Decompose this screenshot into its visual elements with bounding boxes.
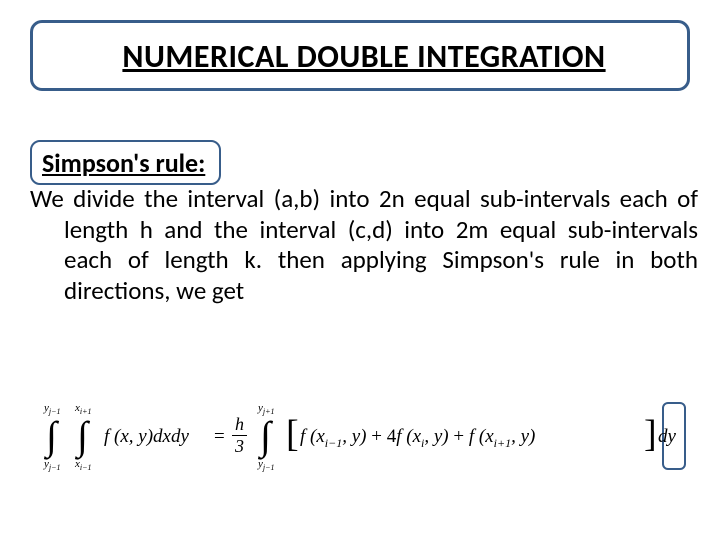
rhs-lower-limit: yj−1: [258, 458, 275, 472]
outer-lower-limit: yj−1: [44, 458, 61, 472]
title-box: NUMERICAL DOUBLE INTEGRATION: [30, 20, 690, 91]
equals-sign: =: [214, 426, 225, 448]
inner-integral-sign: ∫: [77, 412, 88, 459]
fraction-h-over-3: h 3: [232, 414, 247, 457]
inner-lower-limit: xi−1: [75, 458, 92, 472]
dy: dy: [658, 426, 676, 448]
body-text-box: We divide the interval (a,b) into 2n equ…: [30, 184, 698, 306]
lhs-integrand: f (x, y)dxdy: [104, 426, 189, 448]
left-bracket: [: [286, 412, 299, 456]
title-heading: NUMERICAL DOUBLE INTEGRATION: [61, 37, 667, 76]
rhs-integral-sign: ∫: [260, 412, 271, 459]
outer-integral-sign: ∫: [46, 412, 57, 459]
formula-area: yj−1 ∫ yj−1 xi+1 ∫ xi−1 f (x, y)dxdy = h…: [40, 400, 690, 480]
subtitle-box: Simpson's rule:: [30, 140, 221, 185]
right-bracket: ]: [644, 412, 657, 456]
slide: { "title": "NUMERICAL DOUBLE INTEGRATION…: [0, 0, 720, 540]
body-paragraph: We divide the interval (a,b) into 2n equ…: [30, 184, 698, 306]
formula: yj−1 ∫ yj−1 xi+1 ∫ xi−1 f (x, y)dxdy = h…: [40, 400, 690, 476]
subtitle-heading: Simpson's rule:: [42, 147, 205, 179]
rhs-terms: f (xi−1, y) + 4f (xi, y) + f (xi+1, y): [300, 426, 535, 451]
